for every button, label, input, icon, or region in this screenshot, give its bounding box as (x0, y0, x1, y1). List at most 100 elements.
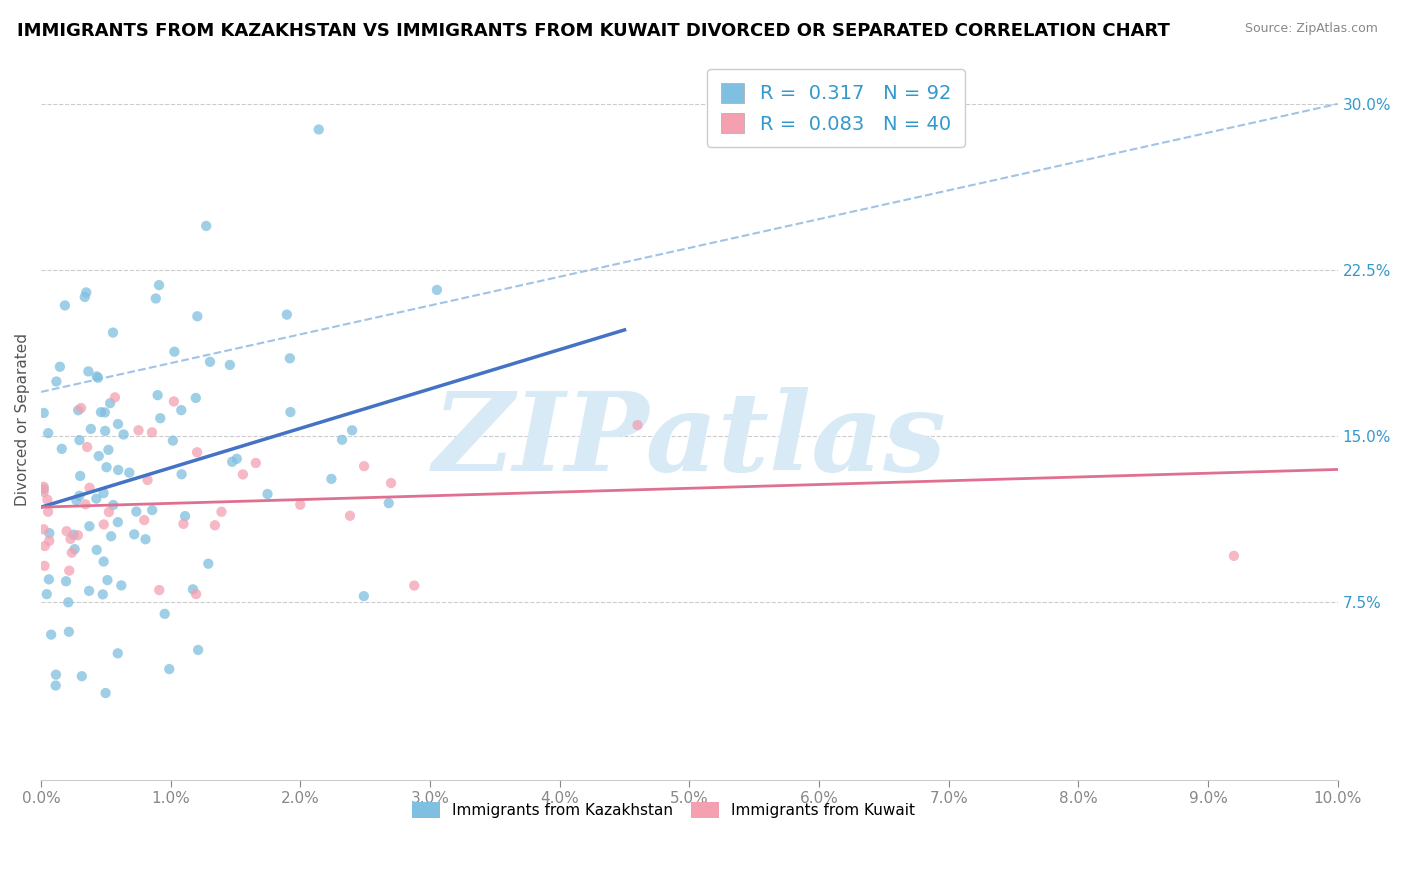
Point (38, 533, 60, 548)
Point (186, 445, 208, 459)
Point (107, 417, 129, 431)
Point (141, 503, 163, 517)
Point (107, 646, 129, 660)
Point (37, 505, 59, 519)
Point (1223, 549, 1246, 563)
Point (187, 643, 209, 657)
Point (256, 487, 278, 501)
Point (76, 440, 98, 454)
Point (77, 364, 100, 378)
Point (94, 405, 117, 419)
Point (59, 532, 82, 546)
Point (125, 505, 148, 519)
Point (122, 527, 145, 541)
Point (86, 491, 108, 506)
Point (79, 481, 101, 495)
Point (321, 472, 343, 486)
Point (197, 557, 219, 571)
Point (70, 401, 93, 415)
Point (39, 627, 62, 641)
Point (80, 422, 103, 436)
Point (32, 482, 55, 496)
Text: ZIPatlas: ZIPatlas (433, 387, 946, 495)
Point (145, 292, 167, 306)
Point (93, 486, 115, 500)
Point (339, 508, 361, 523)
Point (67, 433, 90, 447)
Legend: Immigrants from Kazakhstan, Immigrants from Kuwait: Immigrants from Kazakhstan, Immigrants f… (405, 795, 922, 826)
Point (148, 278, 170, 293)
Point (353, 459, 375, 474)
Point (73, 290, 96, 304)
Point (91, 587, 114, 601)
Point (100, 529, 122, 543)
Point (67, 489, 90, 503)
Point (221, 455, 243, 469)
Point (67, 403, 90, 417)
Point (45, 679, 67, 693)
Point (32, 484, 55, 499)
Text: IMMIGRANTS FROM KAZAKHSTAN VS IMMIGRANTS FROM KUWAIT DIVORCED OR SEPARATED CORRE: IMMIGRANTS FROM KAZAKHSTAN VS IMMIGRANTS… (17, 22, 1170, 40)
Point (103, 498, 125, 512)
Point (98, 396, 121, 410)
Point (63, 542, 86, 557)
Point (32, 480, 55, 494)
Point (58, 564, 80, 578)
Point (340, 423, 363, 437)
Point (162, 434, 184, 448)
Point (87, 449, 110, 463)
Point (128, 423, 150, 437)
Point (276, 308, 298, 322)
Point (58, 595, 80, 609)
Point (163, 394, 186, 409)
Point (62, 527, 84, 541)
Point (134, 513, 156, 527)
Point (53, 298, 76, 312)
Point (60, 546, 83, 560)
Point (58, 624, 80, 639)
Point (97, 505, 120, 519)
Point (86, 543, 108, 558)
Point (32, 522, 55, 536)
Point (330, 433, 353, 447)
Point (195, 219, 218, 233)
Point (69, 469, 91, 483)
Point (37, 426, 59, 441)
Point (55, 524, 77, 538)
Point (110, 578, 132, 592)
Point (107, 515, 129, 529)
Point (174, 509, 197, 524)
Point (157, 662, 180, 676)
Point (35, 587, 58, 601)
Point (38, 572, 60, 586)
Point (93, 554, 115, 568)
Point (86, 369, 108, 384)
Point (104, 390, 127, 404)
Point (184, 391, 207, 405)
Point (204, 518, 226, 533)
Point (37, 492, 59, 507)
Point (426, 283, 449, 297)
Point (66, 528, 89, 542)
Point (173, 516, 195, 531)
Point (225, 451, 247, 466)
Point (290, 498, 312, 512)
Point (49, 359, 72, 374)
Point (626, 418, 648, 433)
Point (112, 427, 135, 442)
Point (198, 355, 221, 369)
Point (55, 574, 77, 589)
Point (75, 285, 97, 300)
Point (170, 403, 193, 417)
Point (232, 467, 254, 482)
Point (79, 519, 101, 533)
Point (94, 686, 117, 700)
Point (45, 667, 67, 681)
Point (96, 460, 118, 475)
Point (118, 466, 141, 480)
Point (75, 497, 97, 511)
Point (77, 583, 100, 598)
Point (211, 505, 233, 519)
Point (245, 456, 267, 470)
Point (148, 583, 170, 598)
